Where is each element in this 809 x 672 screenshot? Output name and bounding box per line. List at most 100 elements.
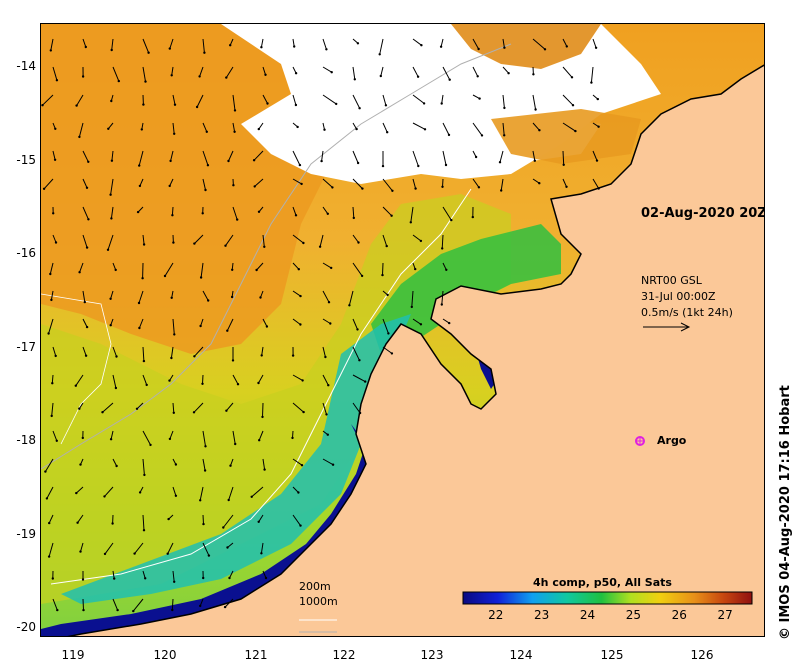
- current-arrow: [172, 318, 175, 335]
- current-arrow-head: [257, 127, 260, 131]
- sst-map[interactable]: 02-Aug-2020 20Z NRT00 GSL 31-Jul 00:00Z …: [40, 23, 765, 637]
- current-arrow-head: [335, 102, 338, 106]
- current-arrow: [322, 66, 332, 73]
- current-arrow: [232, 374, 239, 385]
- current-arrow-head: [75, 491, 78, 495]
- current-arrow: [382, 346, 393, 354]
- contour-1000m: [41, 43, 512, 470]
- current-arrow: [104, 486, 114, 497]
- current-arrow: [352, 234, 359, 243]
- current-arrow-head: [297, 268, 300, 271]
- current-arrow-head: [414, 187, 417, 190]
- current-arrow: [253, 150, 264, 161]
- current-arrow: [52, 598, 58, 611]
- current-arrow-head: [227, 159, 230, 163]
- current-arrow-head: [168, 47, 171, 50]
- current-arrow-head: [54, 241, 58, 244]
- current-arrow: [79, 262, 84, 273]
- current-arrow-head: [110, 48, 113, 52]
- current-arrow-head: [477, 186, 481, 189]
- colorbar-tick-label: 22: [488, 608, 504, 622]
- current-arrow-head: [360, 274, 364, 278]
- current-arrow-head: [329, 322, 332, 325]
- current-arrow-head: [323, 128, 326, 131]
- current-arrow-head: [574, 129, 577, 133]
- current-arrow-head: [476, 75, 479, 78]
- current-arrow-head: [224, 244, 227, 247]
- current-arrow-head: [45, 497, 49, 500]
- current-arrow: [194, 346, 204, 357]
- current-arrow: [322, 38, 327, 50]
- current-arrow: [52, 430, 58, 441]
- current-arrow-head: [298, 163, 302, 167]
- current-arrow-head: [423, 128, 427, 131]
- current-arrow: [382, 234, 388, 247]
- current-arrow-head: [422, 102, 426, 105]
- current-arrow: [225, 234, 234, 246]
- current-arrow: [139, 178, 144, 187]
- current-arrow: [76, 94, 84, 106]
- current-arrow: [142, 346, 145, 362]
- current-arrow: [110, 430, 114, 440]
- colorbar: [462, 591, 753, 605]
- current-arrow: [562, 178, 567, 188]
- current-arrow: [292, 234, 304, 244]
- colorbar-tick-label: 26: [671, 608, 687, 622]
- current-arrow-head: [330, 71, 333, 74]
- current-arrow-head: [327, 384, 330, 387]
- lat-tick: -17: [16, 340, 36, 354]
- current-arrow: [102, 402, 114, 413]
- current-arrow-head: [420, 44, 423, 47]
- current-arrow-head: [144, 577, 147, 580]
- current-arrow: [170, 150, 174, 162]
- current-arrow-head: [199, 604, 202, 608]
- current-arrow-head: [171, 608, 174, 612]
- current-arrow-head: [503, 46, 506, 49]
- current-arrow: [412, 150, 419, 167]
- current-arrow: [169, 430, 174, 440]
- current-arrow-head: [474, 155, 478, 159]
- current-arrow: [82, 38, 87, 48]
- current-arrow: [171, 206, 174, 216]
- current-arrow-head: [597, 187, 600, 190]
- current-arrow-head: [255, 268, 258, 272]
- current-arrow: [592, 178, 600, 189]
- current-arrow-head: [417, 164, 420, 168]
- current-arrow-head: [85, 325, 89, 329]
- current-arrow: [80, 542, 84, 552]
- land-mass: [71, 65, 764, 636]
- current-arrow-head: [54, 354, 57, 358]
- current-arrow: [562, 122, 576, 132]
- current-arrow-head: [260, 552, 263, 555]
- lat-tick: -18: [16, 433, 36, 447]
- current-arrow: [202, 374, 204, 384]
- current-arrow-head: [258, 439, 261, 442]
- current-arrow-head: [84, 354, 88, 357]
- current-arrow: [110, 290, 114, 299]
- current-arrow-head: [384, 104, 388, 107]
- current-arrow-head: [358, 359, 361, 362]
- current-arrow-head: [299, 323, 302, 326]
- current-arrow: [292, 206, 297, 216]
- current-arrow-head: [202, 576, 205, 580]
- current-arrow-head: [115, 355, 118, 358]
- current-arrow: [352, 150, 359, 164]
- current-arrow: [172, 570, 175, 582]
- current-arrow-head: [78, 135, 81, 139]
- current-arrow: [112, 598, 119, 611]
- current-arrow: [112, 570, 115, 579]
- current-arrow: [441, 234, 444, 249]
- current-arrow-head: [114, 268, 117, 272]
- current-arrow: [412, 178, 417, 189]
- current-arrow-head: [445, 268, 448, 271]
- current-arrow: [134, 542, 144, 554]
- current-arrow-head: [320, 159, 323, 163]
- current-arrow: [52, 346, 57, 357]
- current-arrow-head: [166, 552, 169, 555]
- current-arrow-head: [478, 97, 481, 100]
- lon-tick: 121: [244, 648, 268, 662]
- current-arrow-head: [325, 413, 328, 416]
- current-arrow-head: [173, 103, 177, 106]
- current-arrow-head: [229, 44, 232, 47]
- current-arrow-head: [253, 185, 256, 188]
